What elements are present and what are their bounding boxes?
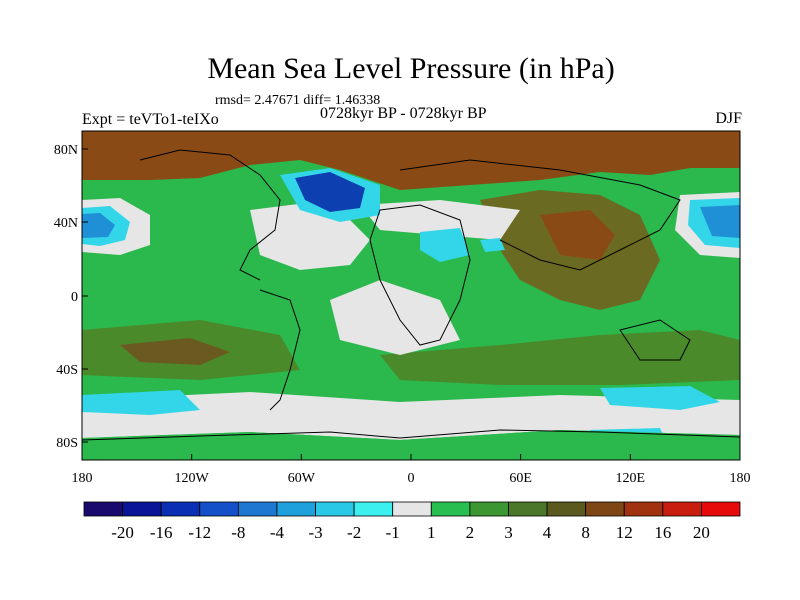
north-america-coast <box>139 149 281 281</box>
colorbar-label: 20 <box>693 523 710 542</box>
colorbar-swatch <box>122 501 162 517</box>
lat-label: 80S <box>56 436 78 451</box>
colorbar-swatch <box>83 501 123 517</box>
colorbar-swatch <box>353 501 394 517</box>
lon-label: 120E <box>616 471 646 486</box>
lon-label: 0 <box>408 471 415 486</box>
colorbar-swatch <box>546 501 587 517</box>
arabia-cyan-patch <box>480 238 505 252</box>
colorbar-label: -1 <box>386 523 400 542</box>
colorbar-swatch <box>469 501 509 517</box>
lon-label: 120W <box>175 471 210 486</box>
colorbar-label: 3 <box>504 523 513 542</box>
atlantic-neutral-south <box>330 280 460 355</box>
period-label: 0728kyr BP - 0728kyr BP <box>320 105 487 122</box>
colorbar-label: -4 <box>270 523 285 542</box>
southern-ocean-cyan-west <box>82 390 200 415</box>
lat-label: 40N <box>54 216 78 231</box>
south-indian-olive-band <box>380 330 740 385</box>
colorbar-label: -8 <box>231 523 245 542</box>
lat-label: 80N <box>54 143 78 158</box>
colorbar-swatch <box>199 501 239 517</box>
rmsd-diff-stats: rmsd= 2.47671 diff= 1.46338 <box>215 93 381 108</box>
lat-label: 40S <box>56 363 78 378</box>
colorbar-swatch <box>430 501 471 517</box>
colorbar-label: -3 <box>308 523 322 542</box>
southern-ocean-neutral-band <box>82 392 740 440</box>
antarctica-coast <box>82 429 740 441</box>
lat-label: 0 <box>71 290 78 305</box>
colorbar-swatch <box>237 501 278 517</box>
asia-brown-patch <box>540 210 615 260</box>
north-pacific-low-west-inner <box>82 213 115 238</box>
lon-label: 60E <box>509 471 532 486</box>
map-title: Mean Sea Level Pressure (in hPa) <box>207 52 615 85</box>
colorbar-swatch <box>160 501 201 517</box>
colorbar-swatch <box>508 501 548 517</box>
colorbar-swatch <box>701 501 741 517</box>
colorbar-label: 2 <box>466 523 475 542</box>
map-axes: 80N 40N 0 40S 80S 180 120W 60W 0 60E 120E 180 <box>54 143 751 486</box>
colorbar-swatch <box>662 501 702 517</box>
north-atlantic-low-inner <box>295 172 365 212</box>
colorbar: -20 -16 -12 -8 -4 -3 -2 -1 1 2 3 4 8 12 16 20 <box>83 501 741 542</box>
arctic-high-region <box>82 131 740 190</box>
coastlines <box>82 149 740 441</box>
antarctic-green-strip <box>82 430 740 460</box>
colorbar-swatch <box>623 501 664 517</box>
colorbar-swatch <box>276 501 316 517</box>
colorbar-label: -16 <box>150 523 173 542</box>
colorbar-label: 4 <box>543 523 552 542</box>
southern-ocean-cyan-east <box>600 386 720 410</box>
africa-coast <box>369 204 471 346</box>
lon-label: 180 <box>730 471 751 486</box>
lon-label: 180 <box>72 471 93 486</box>
south-pacific-darker-patch <box>120 338 230 365</box>
colorbar-label: 12 <box>616 523 633 542</box>
colorbar-label: -12 <box>188 523 211 542</box>
colorbar-label: 16 <box>654 523 671 542</box>
lon-label: 60W <box>288 471 316 486</box>
colorbar-label: 1 <box>427 523 436 542</box>
colorbar-label: 8 <box>581 523 590 542</box>
colorbar-label: -2 <box>347 523 361 542</box>
season-label: DJF <box>715 110 742 127</box>
australia-coast <box>619 319 691 361</box>
north-pacific-low-east-inner <box>700 205 740 238</box>
colorbar-swatch <box>392 501 432 517</box>
map-field <box>82 131 740 460</box>
south-america-coast <box>259 289 301 411</box>
eurasia-coast <box>399 159 681 271</box>
colorbar-label: -20 <box>111 523 134 542</box>
mediterranean-neutral <box>360 200 520 240</box>
colorbar-swatch <box>315 501 355 517</box>
north-africa-cyan-patch <box>420 228 470 262</box>
experiment-label: Expt = teVTo1-teIXo <box>82 111 219 128</box>
colorbar-swatch <box>585 501 625 517</box>
